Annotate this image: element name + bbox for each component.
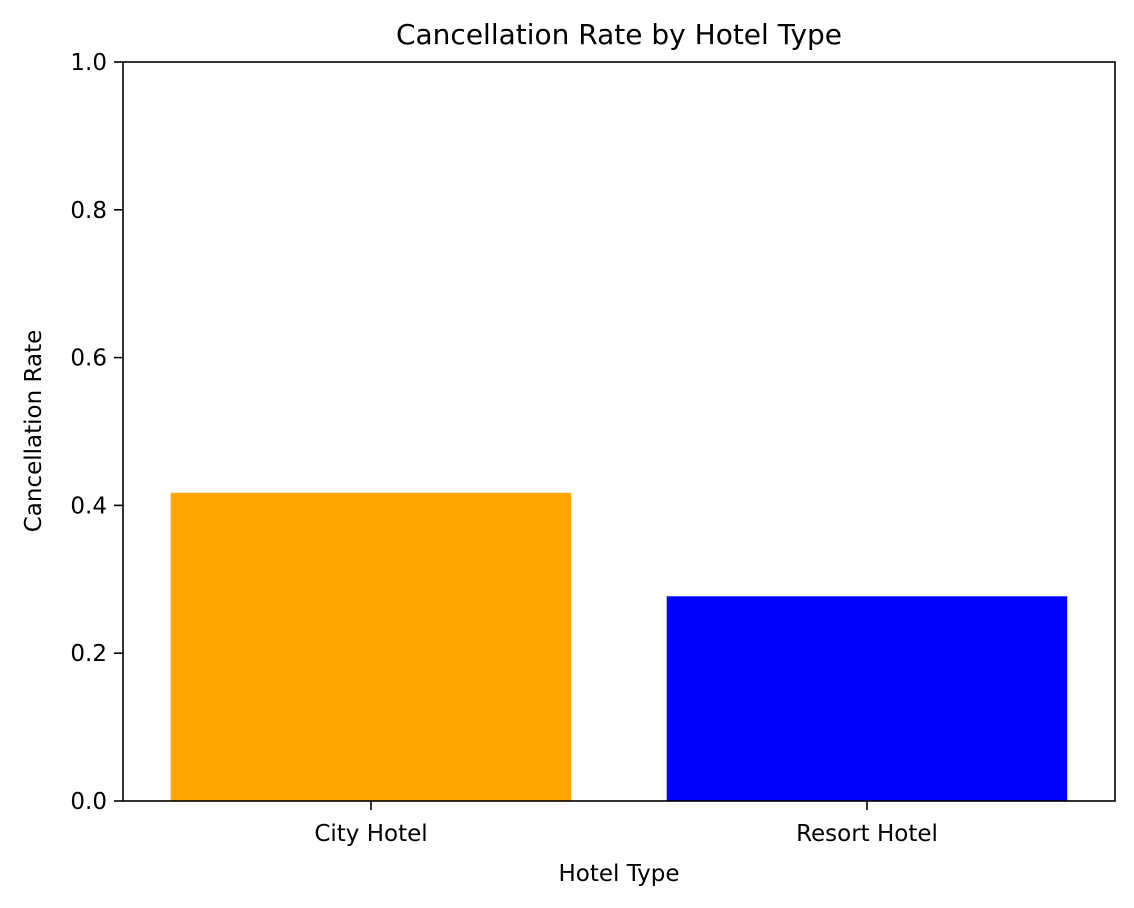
y-axis-ticks: 0.0 0.2 0.4 0.6 0.8 1.0 — [70, 50, 123, 815]
x-tick-label: Resort Hotel — [796, 821, 938, 847]
plot-frame — [122, 61, 1116, 802]
y-axis-label: Cancellation Rate — [21, 330, 47, 533]
y-tick-label: 1.0 — [70, 50, 107, 76]
y-tick-label: 0.2 — [70, 641, 107, 667]
y-tick-label: 0.8 — [70, 198, 107, 224]
x-axis-label: Hotel Type — [558, 861, 679, 887]
y-tick-label: 0.4 — [70, 493, 107, 519]
x-axis-ticks: City Hotel Resort Hotel — [314, 801, 938, 847]
y-tick-label: 0.6 — [70, 346, 107, 372]
x-tick-label: City Hotel — [314, 821, 427, 847]
bar-resort-hotel — [666, 596, 1068, 801]
y-tick-label: 0.0 — [70, 789, 107, 815]
chart-title: Cancellation Rate by Hotel Type — [396, 18, 842, 51]
bar-city-hotel — [170, 492, 572, 801]
bars-group — [170, 492, 1068, 801]
